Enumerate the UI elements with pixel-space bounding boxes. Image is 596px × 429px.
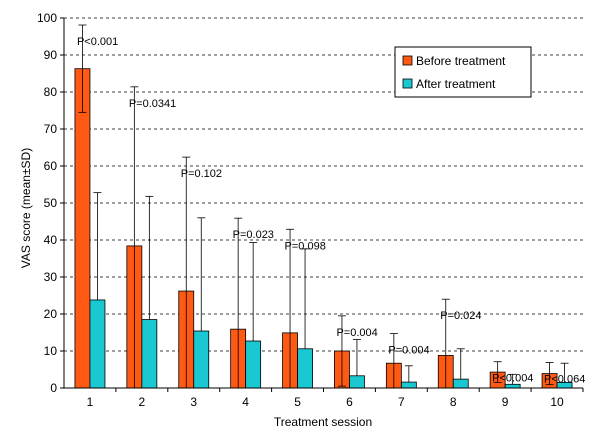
y-tick-labels: 0 10 20 30 40 50 60 70 80 90 100: [37, 11, 57, 395]
y-tick-label: 70: [44, 122, 58, 136]
legend-label-before: Before treatment: [416, 54, 506, 68]
p-value-label: P<0.001: [77, 36, 118, 48]
bar-after-treatment: [193, 330, 210, 389]
p-value-label: P=0.023: [233, 229, 274, 241]
p-value-label: P=0.024: [440, 310, 481, 322]
legend-swatch-after: [402, 78, 413, 89]
x-tick-label: 3: [190, 395, 197, 409]
x-tick-label: 6: [346, 395, 353, 409]
legend-swatch-before: [402, 55, 413, 66]
p-value-label: P=0.0341: [129, 98, 176, 110]
bar-after-treatment: [400, 381, 417, 389]
p-value-label: P=0.098: [285, 240, 326, 252]
x-tick-label: 4: [242, 395, 249, 409]
legend-label-after: After treatment: [416, 77, 496, 91]
x-tick-labels: 1 2 3 4 5 6 7 8 9 10: [87, 395, 564, 409]
y-tick-label: 60: [44, 159, 58, 173]
legend-box: [394, 46, 532, 98]
x-tick-label: 5: [294, 395, 301, 409]
x-tick-label: 2: [139, 395, 146, 409]
p-value-label: P<0.004: [492, 373, 533, 385]
bar-after-treatment: [504, 383, 521, 389]
y-tick-label: 80: [44, 85, 58, 99]
y-axis-title: VAS score (mean±SD): [19, 148, 33, 268]
y-tick-label: 90: [44, 48, 58, 62]
legend: Before treatment After treatment: [394, 46, 532, 98]
x-tick-label: 9: [502, 395, 509, 409]
bar-after-treatment: [245, 340, 262, 389]
x-tick-label: 1: [87, 395, 94, 409]
bar-after-treatment: [349, 375, 365, 389]
bar-after-treatment: [297, 348, 313, 389]
y-tick-label: 30: [44, 270, 58, 284]
bar-before-treatment: [74, 68, 91, 389]
axes: [60, 17, 584, 392]
gridlines: [64, 17, 583, 352]
y-tick-label: 20: [44, 307, 58, 321]
bar-after-treatment: [141, 319, 158, 389]
p-value-label: P<0.064: [544, 373, 585, 385]
x-tick-label: 7: [398, 395, 405, 409]
x-axis-title: Treatment session: [274, 415, 372, 429]
p-value-label: P=0.102: [181, 168, 222, 180]
p-value-annotations: P<0.001 P=0.0341 P=0.102 P=0.023 P=0.098 P=0.…: [77, 36, 585, 385]
p-value-label: P=0.004: [388, 345, 429, 357]
bar-after-treatment: [452, 378, 469, 389]
bar-after-treatment: [89, 299, 106, 389]
p-value-label: P=0.004: [336, 327, 377, 339]
y-tick-label: 50: [44, 196, 58, 210]
x-tick-label: 10: [550, 395, 564, 409]
y-tick-label: 40: [44, 233, 58, 247]
y-tick-label: 100: [37, 11, 57, 25]
y-tick-label: 10: [44, 344, 58, 358]
x-tick-label: 8: [450, 395, 457, 409]
y-tick-label: 0: [50, 381, 57, 395]
